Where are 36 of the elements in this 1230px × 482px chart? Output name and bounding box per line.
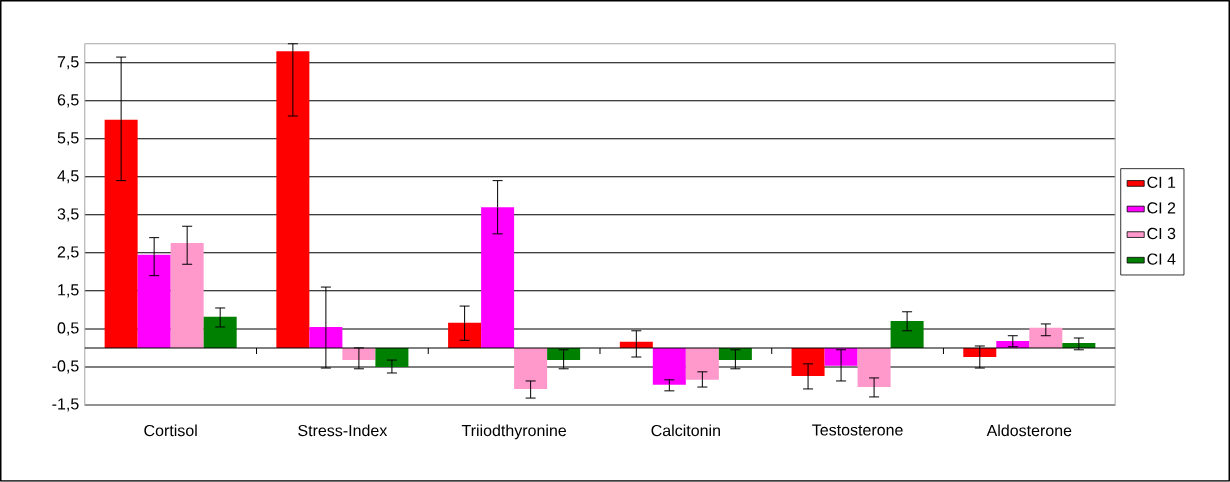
legend-label: CI 3 (1147, 227, 1176, 240)
y-tick-label: 4,5 (57, 170, 79, 184)
bar (824, 348, 858, 366)
bar (203, 316, 237, 349)
bar (685, 348, 719, 380)
x-tick-label: Triiodthyronine (461, 424, 567, 440)
bar (104, 119, 138, 349)
legend-label: CI 1 (1147, 176, 1176, 189)
y-tick-label: -0,5 (52, 360, 79, 374)
bar (791, 348, 825, 377)
bar (1029, 327, 1063, 349)
y-tick-label: 6,5 (57, 94, 79, 108)
legend-label: CI 2 (1147, 202, 1176, 214)
y-tick-label: 5,5 (57, 132, 79, 146)
y-tick-label: 0,5 (57, 322, 79, 336)
x-tick-label: Calcitonin (651, 424, 720, 437)
x-tick-label: Testosterone (812, 424, 903, 436)
bar (137, 254, 171, 349)
bar (309, 327, 343, 349)
legend-label: CI 4 (1147, 253, 1176, 265)
bar (890, 321, 924, 349)
bar (170, 243, 204, 349)
y-tick-label: 1,5 (58, 284, 79, 298)
bar (276, 51, 310, 349)
y-tick-label: 3,5 (57, 208, 79, 222)
bar (375, 348, 409, 368)
x-tick-label: Aldosterone (986, 424, 1072, 437)
bar (481, 207, 515, 349)
bar (514, 348, 548, 390)
y-tick-label: 2,5 (57, 246, 79, 260)
y-tick-label: 7,5 (57, 56, 79, 70)
bar (857, 348, 891, 388)
x-tick-label: Stress-Index (298, 424, 388, 437)
x-tick-label: Cortisol (144, 424, 197, 437)
bar (652, 348, 686, 385)
y-tick-label: -1,5 (52, 398, 79, 412)
